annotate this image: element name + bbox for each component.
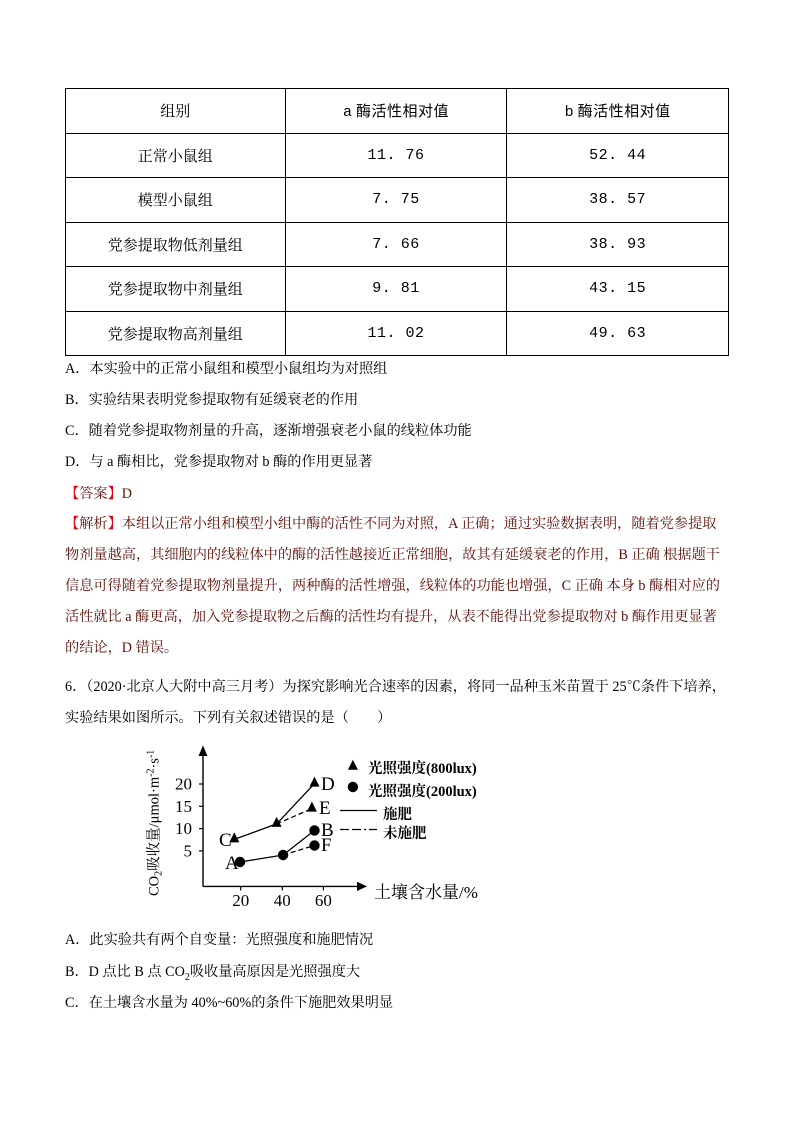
svg-text:F: F	[321, 835, 332, 856]
svg-text:C: C	[219, 830, 232, 851]
svg-text:10: 10	[175, 819, 192, 838]
svg-text:60: 60	[315, 891, 332, 910]
svg-text:5: 5	[184, 841, 193, 860]
svg-text:15: 15	[175, 797, 192, 816]
svg-text:20: 20	[232, 891, 249, 910]
svg-text:E: E	[319, 798, 331, 819]
svg-text:D: D	[321, 774, 335, 795]
svg-text:20: 20	[175, 775, 192, 794]
svg-text:土壤含水量/%: 土壤含水量/%	[374, 883, 478, 902]
svg-text:40: 40	[274, 891, 291, 910]
svg-text:A: A	[225, 853, 239, 874]
